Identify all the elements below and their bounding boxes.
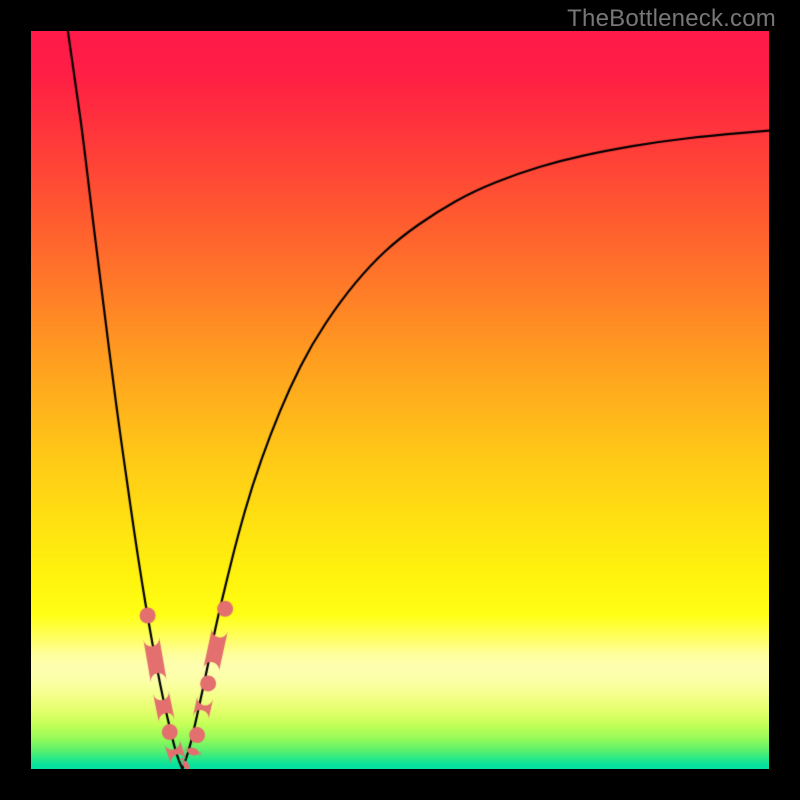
- watermark-label: TheBottleneck.com: [567, 5, 776, 33]
- bottleneck-curve-chart: [31, 31, 769, 769]
- chart-frame: [0, 0, 800, 800]
